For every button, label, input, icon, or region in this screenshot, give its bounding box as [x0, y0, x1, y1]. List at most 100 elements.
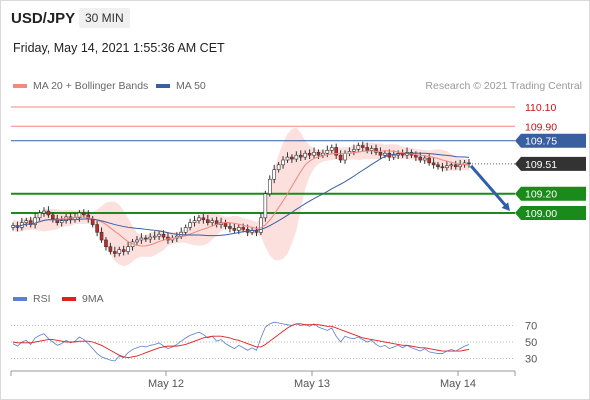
level-badge-2 — [515, 133, 586, 148]
candle-body — [458, 164, 462, 168]
candle-body — [445, 165, 449, 169]
rsi-9ma-line — [12, 323, 470, 359]
level-label-1: 109.90 — [525, 121, 557, 133]
timeframe-badge[interactable]: 30 MIN — [79, 8, 130, 28]
level-label-3: 109.51 — [525, 159, 557, 171]
candle-body — [99, 231, 104, 241]
timestamp: Friday, May 14, 2021 1:55:36 AM CET — [13, 41, 225, 55]
rsi-legend-swatch-rsi — [13, 297, 27, 301]
candle-body — [414, 154, 418, 158]
candle-body — [161, 233, 166, 238]
candle-body — [259, 217, 263, 233]
credit-text: Research © 2021 Trading Central — [425, 80, 582, 92]
x-tick-label-1: May 13 — [294, 378, 330, 390]
candle-body — [436, 164, 440, 168]
candle-body — [431, 162, 436, 166]
candle-body — [205, 219, 210, 223]
candle-body — [338, 154, 343, 161]
candle-body — [325, 150, 330, 154]
candle-body — [272, 169, 277, 180]
candle-body — [82, 212, 86, 216]
candle-body — [37, 212, 42, 219]
x-tick-label-0: May 12 — [148, 378, 184, 390]
candle-body — [369, 148, 374, 151]
candle-body — [192, 220, 197, 223]
candle-body — [263, 193, 268, 219]
candle-body — [383, 152, 387, 156]
candle-body — [267, 178, 272, 195]
forecast-arrow-shaft — [469, 164, 508, 207]
rsi-level-label-70: 70 — [525, 321, 537, 333]
candle-body — [378, 151, 383, 156]
candle-body — [467, 162, 471, 165]
ma20-line — [12, 150, 470, 247]
candle-body — [298, 154, 303, 158]
candle-body — [294, 154, 299, 160]
legend-item-ma20: MA 20 + Bollinger Bands — [13, 80, 148, 92]
candle-body — [228, 226, 232, 229]
candle-body — [343, 152, 347, 161]
candle-body — [281, 159, 285, 166]
candle-body — [321, 152, 325, 156]
candle-body — [117, 249, 122, 254]
candle-body — [329, 147, 334, 151]
candle-body — [139, 237, 144, 241]
candle-body — [285, 156, 290, 161]
candle-body — [148, 236, 153, 240]
candle-body — [307, 152, 312, 156]
candle-body — [210, 220, 215, 223]
level-label-0: 110.10 — [525, 102, 556, 114]
candle-body — [365, 147, 369, 151]
forecast-arrow-head — [501, 202, 510, 211]
candle-body — [126, 246, 130, 252]
candle-body — [276, 164, 281, 170]
rsi-legend-label-9ma: 9MA — [82, 293, 104, 305]
level-label-4: 109.20 — [525, 189, 557, 201]
candle-body — [197, 217, 201, 222]
candle-body — [95, 224, 99, 233]
symbol-title: USD/JPY — [11, 10, 76, 27]
candle-body — [453, 164, 458, 168]
candle-body — [440, 166, 445, 169]
candle-body — [352, 149, 356, 152]
candle-body — [201, 217, 206, 221]
candle-body — [24, 220, 29, 223]
legend-label-ma20: MA 20 + Bollinger Bands — [33, 80, 149, 92]
candle-body — [113, 251, 117, 254]
candle-body — [360, 145, 365, 148]
candle-body — [46, 210, 51, 216]
rsi-legend-item-rsi: RSI — [13, 293, 51, 305]
candle-body — [183, 227, 188, 233]
chart-header: USD/JPY 30 MIN — [0, 0, 590, 36]
rsi-legend-swatch-9ma — [62, 297, 76, 301]
legend-item-ma50: MA 50 — [156, 80, 206, 92]
level-badge-5 — [515, 206, 586, 220]
candle-body — [232, 228, 237, 231]
candle-body — [77, 212, 82, 219]
legend-label-ma50: MA 50 — [176, 80, 206, 92]
level-label-5: 109.00 — [525, 208, 557, 220]
candle-body — [312, 151, 316, 156]
candle-body — [152, 235, 157, 238]
candle-body — [188, 222, 192, 228]
rsi-legend-item-9ma: 9MA — [62, 293, 104, 305]
candle-body — [42, 210, 46, 214]
legend-swatch-ma50 — [156, 84, 170, 88]
rsi-line — [12, 321, 470, 362]
rsi-level-label-30: 30 — [525, 354, 537, 366]
candle-body — [223, 222, 228, 227]
level-label-2: 109.75 — [525, 136, 557, 148]
bollinger-band-area — [13, 127, 469, 267]
candle-body — [33, 217, 37, 225]
rsi-legend-label-rsi: RSI — [33, 293, 51, 305]
candle-body — [157, 233, 161, 237]
candle-body — [449, 164, 454, 167]
legend-swatch-ma20 — [13, 84, 27, 88]
candle-body — [427, 157, 431, 164]
level-badge-3 — [515, 156, 586, 171]
candle-body — [391, 154, 396, 158]
candle-body — [59, 220, 64, 223]
candle-body — [121, 249, 126, 252]
candle-body — [135, 239, 139, 243]
